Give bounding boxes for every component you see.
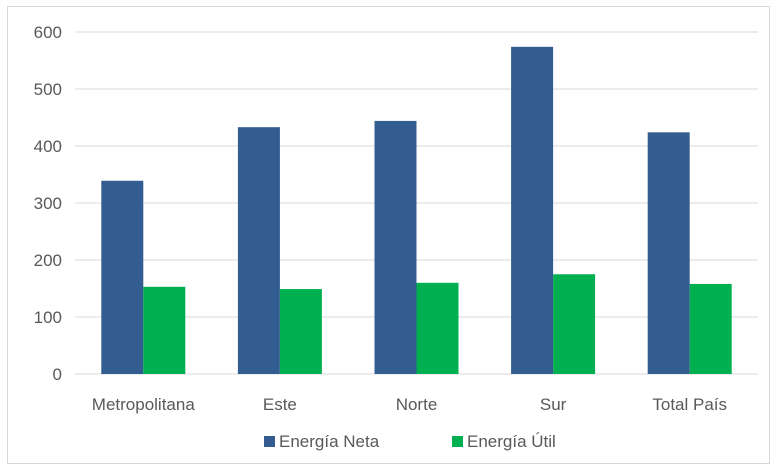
bar-energia-util bbox=[143, 286, 186, 374]
x-tick-label: Norte bbox=[396, 395, 438, 414]
bar-energia-util bbox=[279, 289, 322, 374]
legend-label: Energía Útil bbox=[467, 432, 556, 451]
chart-area: 0 100 200 300 400 500 600 Metropolitana Este Nor… bbox=[7, 6, 770, 464]
bar-energia-util bbox=[689, 283, 732, 374]
bar-energia-neta bbox=[101, 180, 144, 374]
y-tick-label: 500 bbox=[34, 80, 62, 99]
bar-energia-neta bbox=[374, 120, 417, 374]
y-tick-label: 100 bbox=[34, 308, 62, 327]
bar-energia-neta bbox=[237, 127, 280, 374]
x-tick-label: Metropolitana bbox=[92, 395, 196, 414]
bar-energia-neta bbox=[647, 132, 690, 374]
bars bbox=[101, 46, 732, 374]
bar-energia-neta bbox=[511, 46, 554, 374]
x-axis-tick-labels: Metropolitana Este Norte Sur Total País bbox=[92, 395, 727, 414]
legend: Energía Neta Energía Útil bbox=[264, 432, 556, 451]
legend-swatch bbox=[264, 436, 275, 447]
x-tick-label: Total País bbox=[652, 395, 727, 414]
y-tick-label: 0 bbox=[53, 365, 62, 384]
y-tick-label: 400 bbox=[34, 137, 62, 156]
legend-swatch bbox=[452, 436, 463, 447]
x-tick-label: Sur bbox=[540, 395, 567, 414]
legend-label: Energía Neta bbox=[279, 432, 380, 451]
bar-energia-util bbox=[553, 274, 596, 374]
y-axis-tick-labels: 0 100 200 300 400 500 600 bbox=[34, 23, 62, 384]
y-tick-label: 300 bbox=[34, 194, 62, 213]
y-tick-label: 600 bbox=[34, 23, 62, 42]
bar-energia-util bbox=[416, 282, 459, 374]
y-tick-label: 200 bbox=[34, 251, 62, 270]
bar-chart: 0 100 200 300 400 500 600 Metropolitana Este Nor… bbox=[34, 23, 758, 451]
x-tick-label: Este bbox=[263, 395, 297, 414]
